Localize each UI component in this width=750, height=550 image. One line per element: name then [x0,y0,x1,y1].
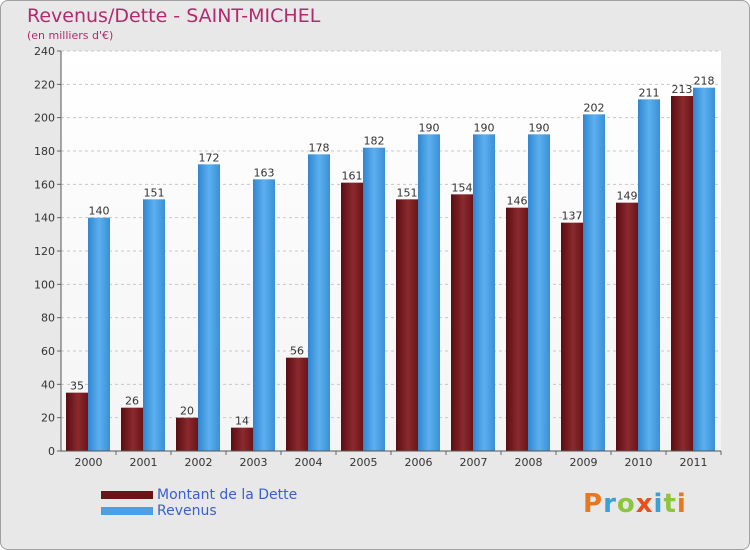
bar-dette [561,222,583,451]
data-label: 190 [474,121,495,134]
logo-letter: r [603,489,617,519]
bar-revenus [418,134,440,452]
x-tick-label: 2010 [625,456,653,469]
data-label: 202 [584,101,605,114]
data-label: 161 [342,170,363,183]
y-tick-label: 20 [41,412,55,425]
chart-subtitle: (en milliers d'€) [27,29,114,42]
x-tick-label: 2009 [570,456,598,469]
data-label: 151 [397,186,418,199]
bar-revenus [528,134,550,452]
bar-dette [286,357,308,451]
x-tick-label: 2007 [460,456,488,469]
data-label: 26 [125,395,139,408]
grid-lines [61,50,721,452]
bar-dette [451,194,473,452]
legend: Montant de la Dette Revenus [101,487,297,519]
proxiti-logo: Proxiti [583,489,687,519]
data-label: 35 [70,380,84,393]
y-tick-label: 240 [34,45,55,58]
bar-dette [176,417,198,451]
data-label: 146 [507,195,528,208]
y-tick-label: 180 [34,145,55,158]
x-tick-label: 2005 [350,456,378,469]
legend-item-revenus: Revenus [101,503,297,519]
x-tick-label: 2000 [75,456,103,469]
bar-revenus [308,154,330,452]
bar-revenus [253,179,275,452]
data-label: 190 [529,121,550,134]
data-label: 190 [419,121,440,134]
data-label: 172 [199,151,220,164]
y-tick-label: 100 [34,278,55,291]
data-label: 20 [180,405,194,418]
y-tick-label: 60 [41,345,55,358]
y-tick-label: 140 [34,212,55,225]
bar-dette [121,407,143,451]
y-tick-label: 200 [34,112,55,125]
logo-letter: P [583,489,604,519]
data-label: 140 [89,205,110,218]
legend-label-revenus: Revenus [157,503,217,519]
y-tick-label: 120 [34,245,55,258]
bar-revenus [88,217,110,451]
data-label: 137 [562,210,583,223]
legend-label-debt: Montant de la Dette [157,487,298,503]
x-tick-label: 2002 [185,456,213,469]
y-tick-label: 80 [41,312,55,325]
logo-letter: o [616,489,636,519]
logo-letter: i [653,489,664,519]
y-tick-label: 0 [48,445,55,458]
bars: 35 140 26 151 20 172 14 163 56 178 161 182 151 190 154… [66,75,715,452]
data-label: 213 [672,83,693,96]
bar-revenus [693,87,715,452]
logo-letter: t [663,489,677,519]
bar-revenus [363,147,385,451]
legend-swatch-debt [101,491,153,499]
bar-dette [616,202,638,451]
y-tick-label: 160 [34,178,55,191]
y-tick-label: 220 [34,78,55,91]
bar-dette [66,392,88,451]
y-tick-label: 40 [41,378,55,391]
bar-revenus [198,164,220,452]
bar-dette [231,427,253,451]
logo-letter: x [635,489,654,519]
data-label: 151 [144,186,165,199]
data-label: 154 [452,181,473,194]
bar-revenus [583,114,605,451]
x-tick-label: 2004 [295,456,323,469]
data-label: 211 [639,86,660,99]
x-tick-label: 2003 [240,456,268,469]
data-label: 218 [694,75,715,88]
bar-dette [506,207,528,451]
chart-title: Revenus/Dette - SAINT-MICHEL [27,5,321,27]
data-label: 56 [290,345,304,358]
x-tick-label: 2001 [130,456,158,469]
bar-dette [341,182,363,451]
bar-revenus [473,134,495,452]
data-label: 182 [364,135,385,148]
data-label: 163 [254,166,275,179]
bar-revenus [143,199,165,451]
bar-revenus [638,99,660,451]
data-label: 149 [617,190,638,203]
data-label: 178 [309,141,330,154]
data-label: 14 [235,415,249,428]
logo-letter: i [676,489,687,519]
x-tick-label: 2006 [405,456,433,469]
x-tick-label: 2008 [515,456,543,469]
bar-dette [671,96,693,451]
legend-swatch-revenus [101,507,153,515]
x-tick-label: 2011 [680,456,708,469]
legend-item-debt: Montant de la Dette [101,487,297,503]
bar-dette [396,199,418,451]
